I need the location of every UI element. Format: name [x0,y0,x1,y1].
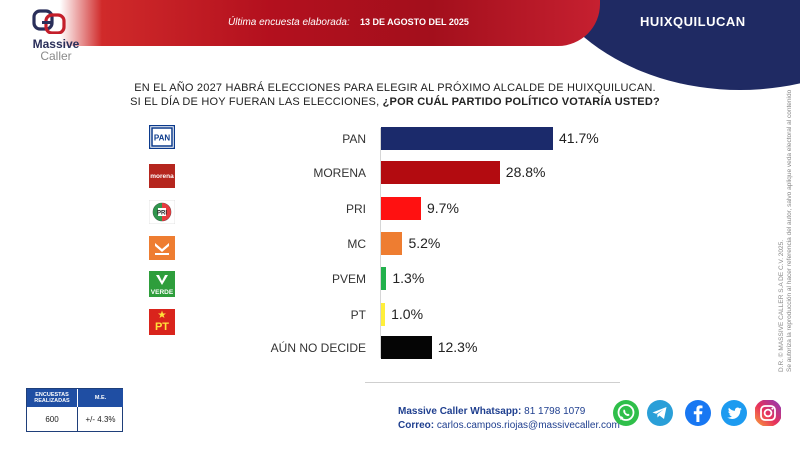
pan-logo-text: PAN [154,134,171,143]
question-line-2: SI EL DÍA DE HOY FUERAN LAS ELECCIONES, … [100,96,690,108]
whatsapp-label: Massive Caller Whatsapp: [398,406,522,417]
bar-label-pan: PAN [342,132,366,146]
surveys-value: 600 [45,415,59,424]
side-note-line1: D.R. © MASSIVE CALLER S.A DE C.V. 2025. [778,239,785,372]
question-line-1: EN EL AÑO 2027 HABRÁ ELECCIONES PARA ELE… [134,82,656,94]
bar-label-morena: MORENA [313,166,366,180]
header-red-band [0,0,600,46]
logo-name-line1: Massive [32,37,80,51]
chart-axis [380,128,381,358]
bar-morena [381,161,500,184]
question-line-2-plain: SI EL DÍA DE HOY FUERAN LAS ELECCIONES, [130,96,383,108]
whatsapp-icon[interactable] [612,399,640,427]
whatsapp-number[interactable]: 81 1798 1079 [524,406,586,417]
bar-value-pri: 9.7% [427,200,459,216]
survey-date: 13 DE AGOSTO DEL 2025 [360,17,469,27]
bar-pri [381,197,421,220]
whatsapp-contact: Massive Caller Whatsapp: 81 1798 1079 [398,406,585,417]
email-label: Correo: [398,420,435,431]
bar-value-pt: 1.0% [391,306,424,322]
city-title: HUIXQUILUCAN [640,14,746,29]
pvem-logo-text: VERDE [151,289,174,296]
survey-stats-table: ENCUESTAS REALIZADAS M.E. 600 +/- 4.3% [26,388,123,432]
bar-label-mc: MC [347,237,366,251]
bar-value-mc: 5.2% [408,235,441,251]
facebook-icon[interactable] [684,399,712,427]
bar-value-morena: 28.8% [505,164,546,180]
pri-logo-icon: PRI [148,199,176,225]
surveys-header: ENCUESTAS REALIZADAS [27,389,77,407]
massive-caller-logo: Massive Caller [26,8,79,64]
margin-error-value: +/- 4.3% [77,407,123,432]
email-contact: Correo: carlos.campos.riojas@massivecall… [398,420,620,431]
bar-value-a-n-no-decide: 12.3% [437,339,478,355]
bar-pvem [381,267,387,290]
bar-mc [381,232,403,255]
logo-name-line2: Caller [40,49,72,63]
bar-label-a-n-no-decide: AÚN NO DECIDE [270,341,366,355]
bar-a-n-no-decide [381,336,432,359]
bar-label-pvem: PVEM [331,272,366,286]
question-line-2-bold: ¿POR CUÁL PARTIDO POLÍTICO VOTARÍA USTED… [382,96,660,108]
email-address[interactable]: carlos.campos.riojas@massivecaller.com [436,420,620,431]
bar-pt [381,303,386,326]
pri-logo-text: PRI [157,211,167,217]
bar-pan [381,127,553,150]
pan-logo-icon: PAN [148,124,176,150]
chart-baseline [365,382,620,383]
morena-logo-icon: morena [148,163,176,189]
pt-logo-icon: PT [148,309,176,335]
pvem-logo-icon: VERDE [148,271,176,297]
bar-value-pvem: 1.3% [392,270,425,286]
copyright-side-note: D.R. © MASSIVE CALLER S.A DE C.V. 2025. … [778,82,793,372]
morena-logo-text: morena [150,173,174,180]
instagram-icon[interactable] [754,399,782,427]
bar-value-pan: 41.7% [559,130,599,146]
bar-label-pri: PRI [345,202,366,216]
pt-logo-text: PT [155,321,169,333]
telegram-icon[interactable] [646,399,674,427]
margin-error-header: M.E. [77,389,123,407]
bar-label-pt: PT [350,308,366,322]
mc-logo-icon [148,235,176,261]
logo-mark-icon [32,9,66,34]
survey-date-label: Última encuesta elaborada: [228,17,350,28]
side-note-line2: Se autoriza la reproducción al hacer ref… [786,89,793,372]
twitter-icon[interactable] [720,399,748,427]
